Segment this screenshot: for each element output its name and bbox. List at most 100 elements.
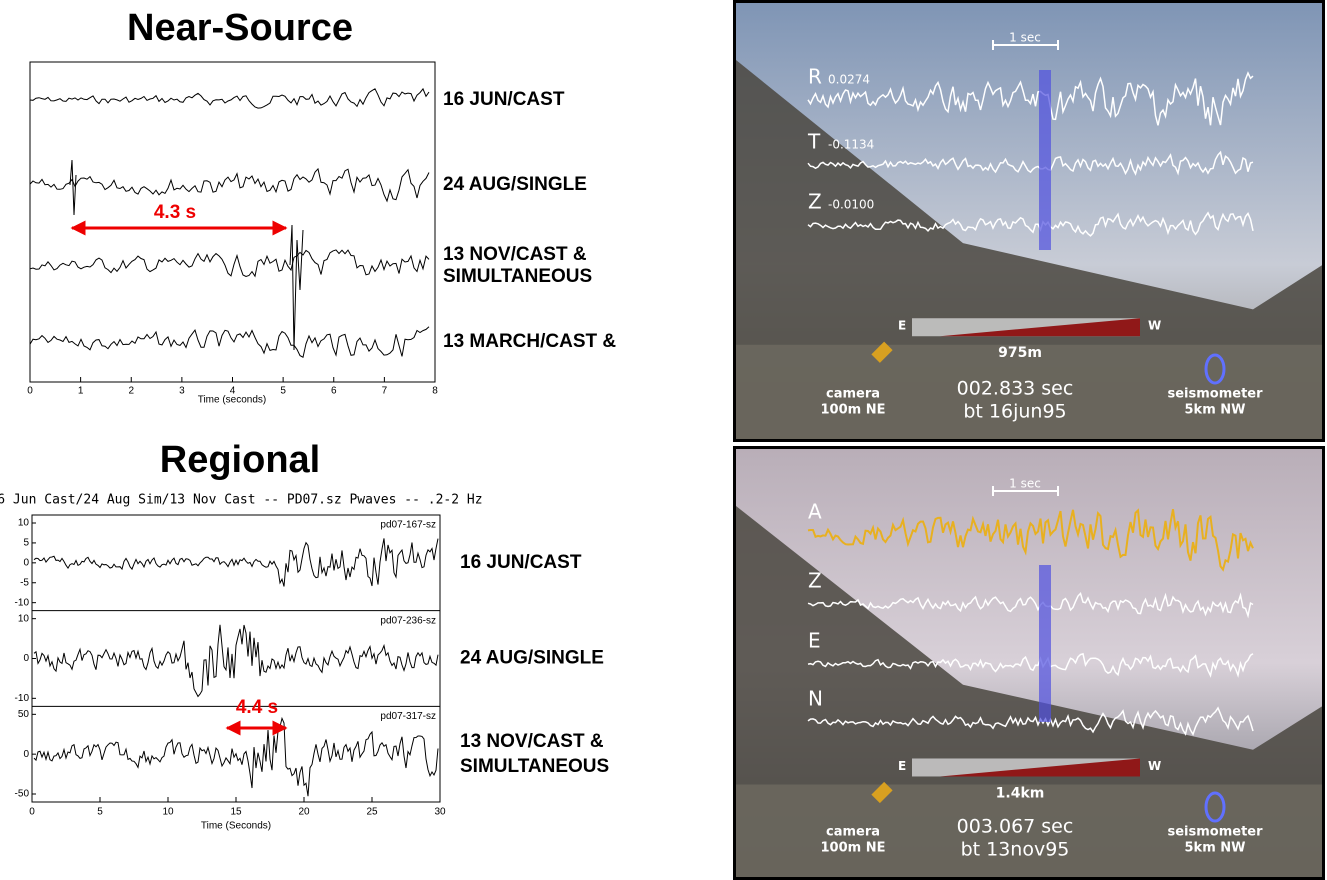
waveform [33,538,439,587]
seismometer-location: 5km NW [1185,841,1246,856]
waveform [807,508,1254,572]
y-tick-label: -10 [15,693,30,704]
west-label: W [1148,319,1161,333]
distance: 975m [998,345,1042,361]
seismometer-label: seismometer [1167,387,1263,402]
station-label: pd07-167-sz [380,520,436,531]
annotation: 4.3 s [154,202,196,223]
waveform [807,652,1254,678]
panel-title: Regional [160,439,320,481]
trace-label: 24 AUG/SINGLE [443,174,587,195]
waveform [29,87,430,109]
spike [69,159,77,216]
trace-label: 16 JUN/CAST [443,89,565,110]
component-value: -0.0100 [828,198,874,212]
waveform [29,326,430,358]
waveform [807,211,1254,237]
x-tick-label: 7 [382,386,388,397]
seismometer-icon [1204,791,1226,823]
y-tick-label: 10 [18,613,30,624]
y-tick-label: 0 [23,557,29,568]
component-name: Z [808,569,822,593]
time-cursor [1039,565,1051,722]
x-tick-label: 10 [162,807,174,818]
trace-label: 13 NOV/CAST & [443,244,587,265]
x-tick-label: 4 [230,386,236,397]
component-name: Z [808,190,822,214]
waveform [807,150,1254,176]
x-tick-label: 5 [97,807,103,818]
waveform [807,591,1254,619]
trace-label: SIMULTANEOUS [460,756,609,777]
y-tick-label: 0 [23,653,29,664]
component-name: E [808,629,821,653]
station-label: pd07-317-sz [380,711,436,722]
clock: 002.833 sec [957,378,1074,400]
ground [736,344,1322,439]
x-tick-label: 5 [280,386,286,397]
trace-label: 13 MARCH/CAST & [443,331,616,352]
y-tick-label: -5 [20,577,29,588]
x-tick-label: 2 [128,386,134,397]
waveform [807,71,1254,126]
y-tick-label: 5 [23,538,29,549]
waveform [33,624,439,698]
x-tick-label: 0 [29,807,35,818]
y-tick-label: -10 [15,597,30,608]
scale-bracket [992,40,1059,50]
west-label: W [1148,759,1161,773]
component-name: R [808,65,822,89]
x-tick-label: 3 [179,386,185,397]
camera-icon [871,781,893,804]
camera-label: camera [826,825,880,840]
scale-bracket [992,486,1059,496]
camera-location: 100m NE [821,403,886,418]
plot-header: 16 Jun Cast/24 Aug Sim/13 Nov Cast -- PD… [0,493,483,508]
spike [289,224,304,351]
east-label: E [898,319,906,333]
x-axis-label: Time (Seconds) [201,821,271,832]
seismometer-icon [1204,353,1226,385]
x-tick-label: 25 [366,807,378,818]
east-label: E [898,759,906,773]
seismometer-location: 5km NW [1185,403,1246,418]
panel-title: Near-Source [127,7,353,49]
x-tick-label: 8 [432,386,438,397]
x-tick-label: 6 [331,386,337,397]
component-value: 0.0274 [828,73,870,87]
scale-label: 1 sec [1009,477,1041,491]
y-tick-label: 50 [18,709,30,720]
x-tick-label: 0 [27,386,33,397]
x-tick-label: 1 [78,386,84,397]
plot-frame [29,61,436,383]
waveform [807,706,1254,736]
seismometer-label: seismometer [1167,825,1263,840]
y-tick-label: -50 [15,789,30,800]
trace-label: 16 JUN/CAST [460,552,582,573]
x-axis-label: Time (seconds) [198,395,267,406]
trace-label: 24 AUG/SINGLE [460,648,604,669]
x-tick-label: 30 [434,807,446,818]
scale-label: 1 sec [1009,31,1041,45]
trace-label: 13 NOV/CAST & [460,731,604,752]
date: bt 16jun95 [963,401,1066,423]
y-tick-label: 10 [18,518,30,529]
component-name: T [807,130,821,154]
annotation: 4.4 s [236,697,278,718]
station-label: pd07-236-sz [380,615,436,626]
waveform [33,716,439,797]
camera-icon [871,341,893,363]
component-name: A [808,500,822,524]
video-frame: 1 sec R 0.0274 T -0.1134 Z -0.0100 E W 975m camera… [733,0,1325,442]
trace-label: SIMULTANEOUS [443,266,592,287]
x-tick-label: 15 [230,807,242,818]
distance-fill [940,318,1140,337]
date: bt 13nov95 [961,839,1070,861]
camera-location: 100m NE [821,841,886,856]
y-tick-label: 0 [23,749,29,760]
component-value: -0.1134 [828,138,874,152]
x-tick-label: 20 [298,807,310,818]
waveform [29,167,430,203]
